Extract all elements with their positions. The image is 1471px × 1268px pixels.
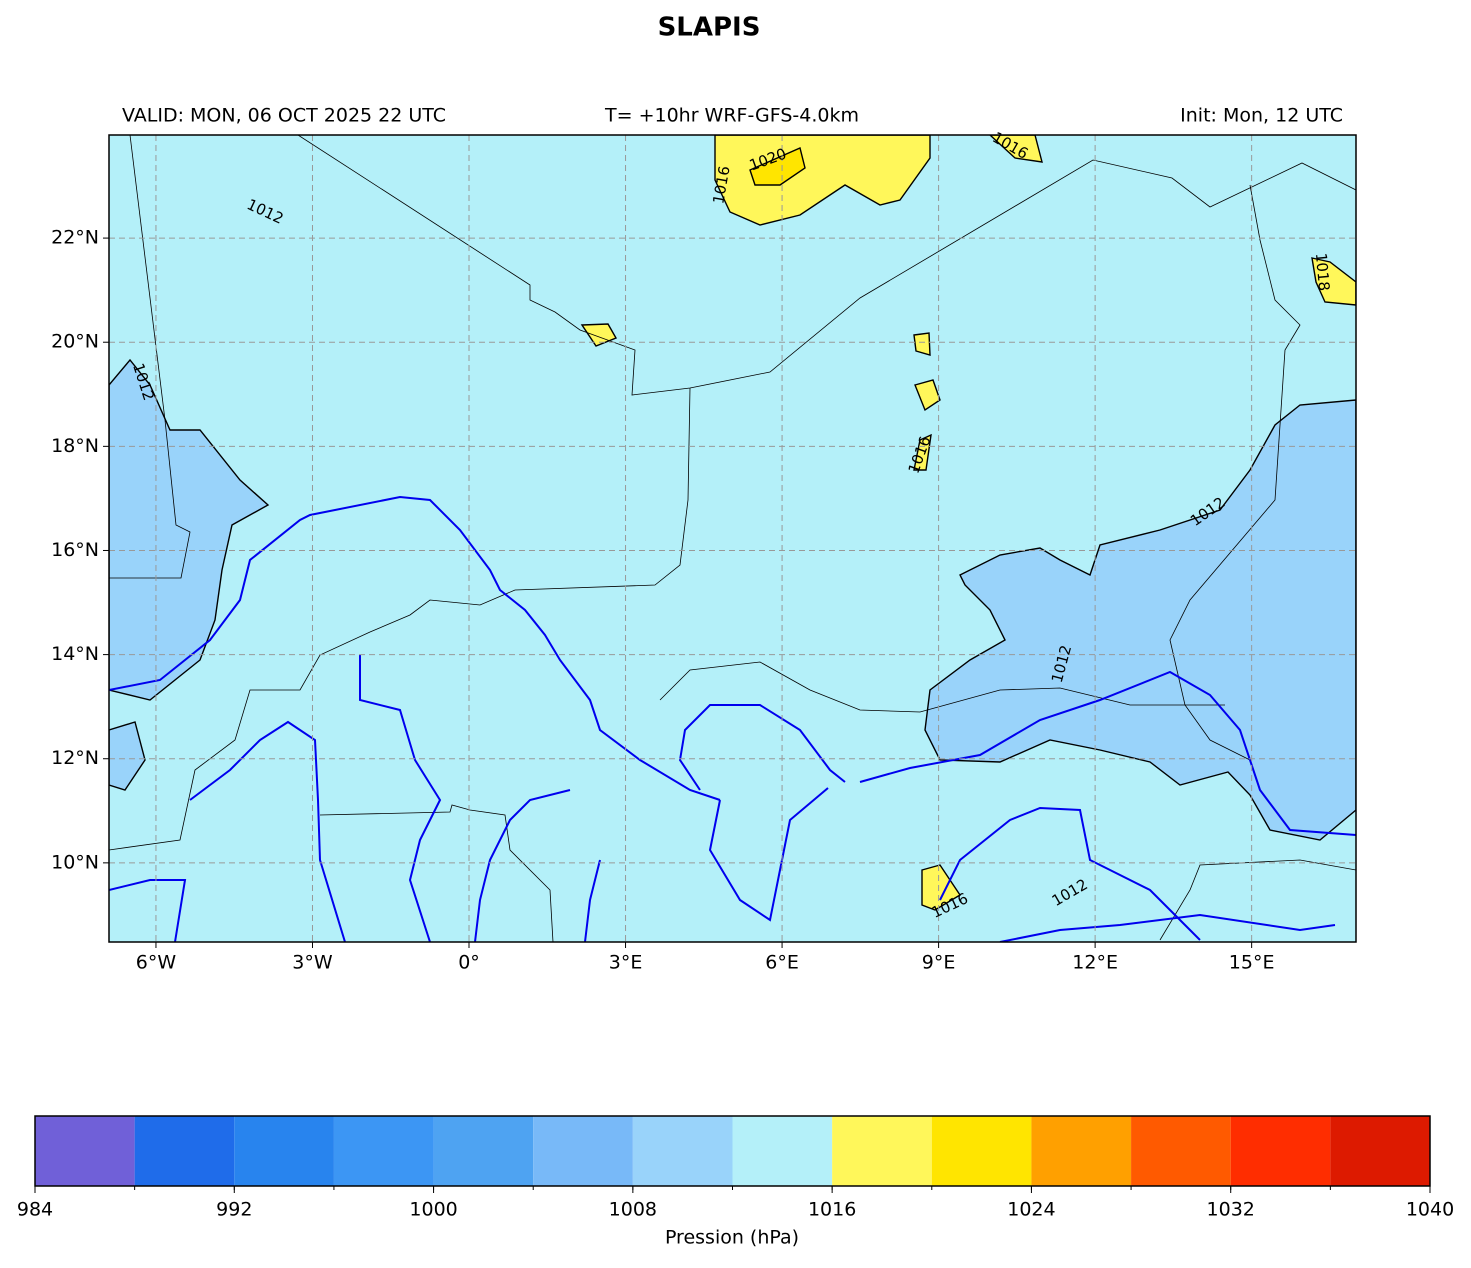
river — [189, 720, 346, 942]
header-right: Init: Mon, 12 UTC — [1180, 105, 1343, 127]
border — [109, 135, 191, 579]
low-area — [109, 721, 146, 791]
colorbar-tick-label: 1016 — [808, 1199, 856, 1221]
colorbar-tick-label: 984 — [17, 1199, 53, 1221]
river — [678, 704, 846, 791]
x-tick-label: 6°E — [765, 952, 799, 974]
border — [319, 804, 554, 942]
river — [109, 879, 187, 942]
x-tick-label: 3°E — [609, 952, 643, 974]
y-tick-label: 16°N — [51, 539, 99, 561]
y-tick-label: 14°N — [51, 643, 99, 665]
colorbar-tick-label: 1040 — [1406, 1199, 1454, 1221]
colorbar-bin — [234, 1116, 334, 1186]
high-area — [913, 332, 931, 356]
colorbar-tick-label: 1024 — [1007, 1199, 1055, 1221]
x-tick-label: 6°W — [136, 952, 177, 974]
map-area — [109, 135, 1356, 942]
high-area — [914, 379, 941, 412]
colorbar-bin — [134, 1116, 235, 1186]
high-core — [749, 147, 806, 186]
colorbar-label: Pression (hPa) — [665, 1227, 799, 1249]
colorbar-bin — [533, 1116, 633, 1186]
colorbar-bin — [333, 1116, 434, 1186]
x-tick-label: 15°E — [1229, 952, 1275, 974]
high-area — [988, 135, 1043, 163]
river — [939, 806, 1201, 941]
colorbar-bin — [1330, 1116, 1430, 1186]
colorbar-bin — [632, 1116, 733, 1186]
river — [584, 859, 601, 942]
y-tick-label: 10°N — [51, 851, 99, 873]
y-tick-label: 18°N — [51, 435, 99, 457]
y-tick-label: 20°N — [51, 331, 99, 353]
colorbar-bin — [1031, 1116, 1132, 1186]
x-tick-label: 0° — [458, 952, 480, 974]
colorbar-bin — [35, 1116, 135, 1186]
colorbar-bin — [1131, 1116, 1231, 1186]
high-area — [714, 135, 931, 226]
x-tick-label: 3°W — [292, 952, 333, 974]
colorbar-bin — [931, 1116, 1032, 1186]
river — [474, 789, 571, 942]
grid — [109, 135, 1356, 942]
border — [1169, 184, 1301, 761]
colorbar-bin — [1230, 1116, 1331, 1186]
low-area — [109, 358, 270, 701]
river — [708, 787, 829, 922]
colorbar-bin — [832, 1116, 932, 1186]
low-area — [924, 399, 1356, 841]
contour-label: 1018 — [1312, 252, 1333, 292]
river — [859, 670, 1356, 836]
high-area — [1311, 257, 1356, 306]
x-tick-label: 9°E — [922, 952, 956, 974]
border — [109, 387, 691, 851]
river — [999, 913, 1336, 942]
header-left: VALID: MON, 06 OCT 2025 22 UTC — [122, 105, 446, 127]
high-area — [580, 323, 618, 347]
colorbar-tick-label: 1032 — [1207, 1199, 1255, 1221]
colorbar-tick-label: 1000 — [409, 1199, 457, 1221]
y-tick-label: 12°N — [51, 747, 99, 769]
map-frame — [108, 134, 1357, 943]
title: SLAPIS — [658, 13, 761, 43]
colorbar-tick-label: 1008 — [609, 1199, 657, 1221]
y-tick-label: 22°N — [51, 227, 99, 249]
border — [1159, 859, 1356, 941]
header-center: T= +10hr WRF-GFS-4.0km — [604, 105, 859, 127]
high-area — [921, 864, 961, 911]
colorbar-bin — [732, 1116, 833, 1186]
river — [359, 655, 442, 942]
high-area — [913, 433, 932, 471]
x-tick-label: 12°E — [1072, 952, 1118, 974]
colorbar-bin — [433, 1116, 534, 1186]
colorbar-tick-label: 992 — [216, 1199, 252, 1221]
